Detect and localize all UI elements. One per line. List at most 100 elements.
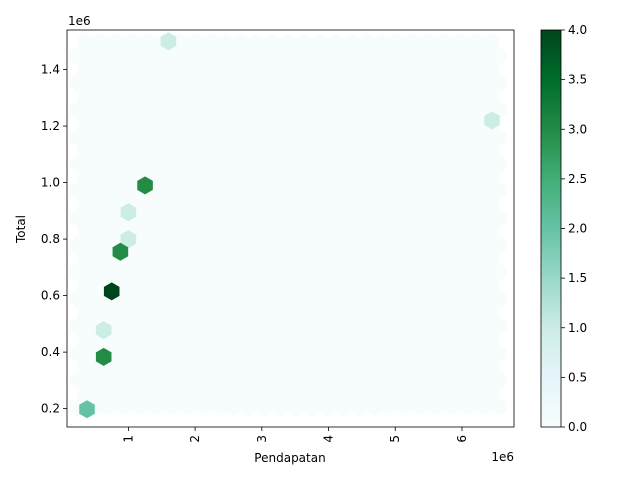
empty-hex-bin [304, 263, 320, 281]
empty-hex-bin [187, 168, 203, 187]
empty-hex-bin [272, 101, 289, 119]
empty-hex-bin [358, 249, 375, 268]
empty-hex-bin [148, 344, 164, 362]
empty-hex-bin [491, 128, 507, 146]
empty-hex-bin [405, 222, 421, 241]
empty-hex-bin [233, 141, 250, 160]
empty-hex-bin [78, 60, 94, 79]
empty-hex-bin [381, 398, 398, 416]
empty-hex-bin [413, 47, 429, 65]
empty-hex-bin [296, 114, 312, 133]
empty-hex-bin [218, 60, 234, 79]
empty-hex-bin [218, 249, 234, 268]
empty-hex-bin [491, 290, 507, 308]
empty-hex-bin [358, 330, 375, 349]
empty-hex-bin [257, 209, 273, 227]
empty-hex-bin [436, 357, 453, 376]
empty-hex-bin [179, 371, 195, 389]
empty-hex-bin [405, 33, 421, 52]
empty-hex-bin [93, 168, 110, 187]
empty-hex-bin [163, 209, 180, 227]
empty-hex-bin [132, 155, 149, 173]
empty-hex-bin [350, 128, 367, 146]
empty-hex-bin [132, 290, 149, 308]
empty-hex-bin [226, 101, 242, 119]
empty-hex-bin [475, 128, 492, 146]
empty-hex-bin [374, 87, 390, 106]
y-axis-label: Total [14, 215, 28, 244]
empty-hex-bin [124, 33, 141, 52]
empty-hex-bin [272, 236, 289, 254]
empty-hex-bin [444, 74, 460, 92]
empty-hex-bin [452, 222, 468, 241]
empty-hex-bin [194, 263, 211, 281]
empty-hex-bin [132, 344, 149, 362]
empty-hex-bin [343, 33, 359, 52]
empty-hex-bin [335, 344, 351, 362]
empty-hex-bin [116, 128, 133, 146]
empty-hex-bin [194, 344, 211, 362]
empty-hex-bin [483, 303, 499, 322]
empty-hex-bin [327, 195, 343, 214]
empty-hex-bin [194, 317, 211, 335]
empty-hex-bin [241, 344, 258, 362]
empty-hex-bin [319, 74, 336, 92]
empty-hex-bin [397, 182, 414, 200]
empty-hex-bin [70, 263, 86, 281]
empty-hex-bin [93, 195, 110, 214]
empty-hex-bin [413, 344, 429, 362]
empty-hex-bin [233, 60, 250, 79]
empty-hex-bin [124, 60, 141, 79]
empty-hex-bin [257, 47, 273, 65]
empty-hex-bin [265, 330, 281, 349]
empty-hex-bin [459, 209, 476, 227]
empty-hex-bin [319, 182, 336, 200]
empty-hex-bin [327, 357, 343, 376]
empty-hex-bin [132, 236, 149, 254]
empty-hex-bin [109, 384, 125, 403]
empty-hex-bin [288, 317, 305, 335]
empty-hex-bin [436, 195, 453, 214]
empty-hex-bin [163, 101, 180, 119]
empty-hex-bin [366, 47, 382, 65]
empty-hex-bin [210, 209, 227, 227]
empty-hex-bin [420, 357, 437, 376]
empty-hex-bin [226, 344, 242, 362]
empty-hex-bin [70, 344, 86, 362]
empty-hex-bin [452, 168, 468, 187]
empty-hex-bin [116, 182, 133, 200]
empty-hex-bin [210, 344, 227, 362]
empty-hex-bin [483, 357, 499, 376]
empty-hex-bin [70, 317, 86, 335]
empty-hex-bin [381, 74, 398, 92]
empty-hex-bin [194, 209, 211, 227]
empty-hex-bin [280, 249, 297, 268]
empty-hex-bin [311, 60, 328, 79]
empty-hex-bin [265, 33, 281, 52]
empty-hex-bin [343, 276, 359, 295]
hex-bin [112, 242, 129, 261]
empty-hex-bin [467, 60, 484, 79]
empty-hex-bin [116, 47, 133, 65]
empty-hex-bin [405, 141, 421, 160]
empty-hex-bin [452, 33, 468, 52]
empty-hex-bin [194, 101, 211, 119]
empty-hex-bin [109, 357, 125, 376]
empty-hex-bin [226, 155, 242, 173]
empty-hex-bin [491, 344, 507, 362]
empty-hex-bin [420, 195, 437, 214]
empty-hex-bin [265, 384, 281, 403]
empty-hex-bin [210, 128, 227, 146]
empty-hex-bin [280, 87, 297, 106]
empty-hex-bin [148, 398, 164, 416]
empty-hex-bin [257, 398, 273, 416]
empty-hex-bin [483, 195, 499, 214]
empty-hex-bin [436, 168, 453, 187]
empty-hex-bin [148, 317, 164, 335]
empty-hex-bin [257, 344, 273, 362]
empty-hex-bin [420, 33, 437, 52]
empty-hex-bin [444, 263, 460, 281]
empty-hex-bin [249, 357, 266, 376]
empty-hex-bin [148, 155, 164, 173]
empty-hex-bin [374, 168, 390, 187]
